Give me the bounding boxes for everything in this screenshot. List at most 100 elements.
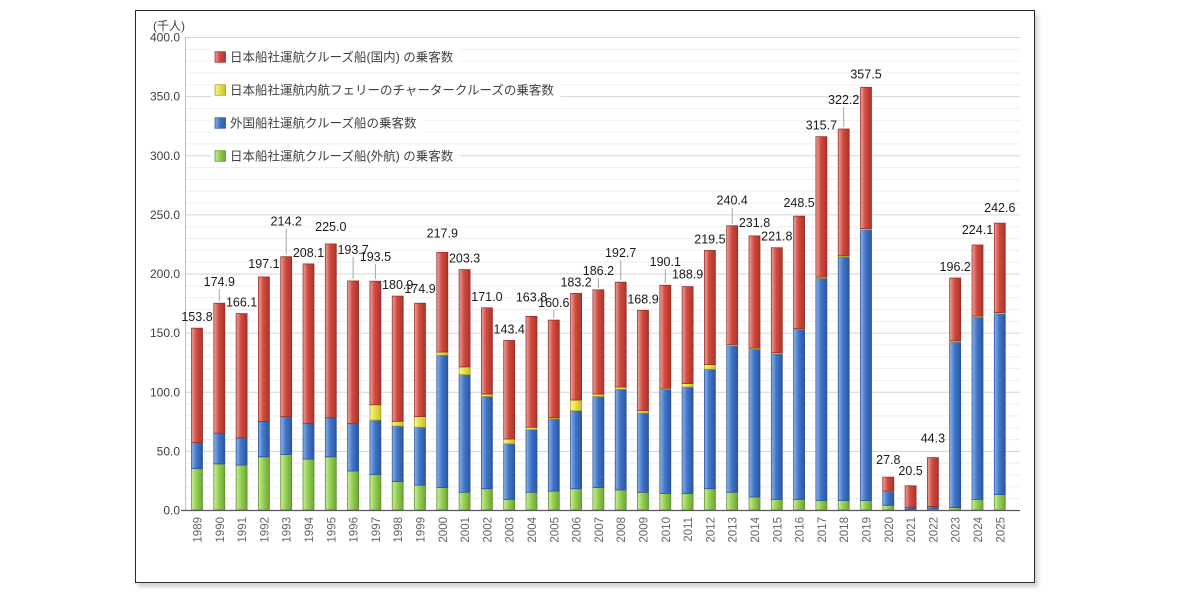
bar-value-label-2002: 171.0 [471, 290, 502, 304]
x-tick-label-1996: 1996 [349, 517, 361, 543]
bar-value-label-1993: 214.2 [271, 215, 302, 229]
bar-segment-2016-green [793, 498, 805, 511]
bar-value-label-2020: 27.8 [876, 453, 900, 467]
legend-label-red: 日本船社運航クルーズ船(国内) の乗客数 [230, 50, 454, 65]
bar-value-label-2019: 357.5 [850, 67, 881, 81]
x-tick-label-2000: 2000 [438, 517, 450, 543]
bar-value-label-1991: 166.1 [226, 296, 257, 310]
x-tick-label-2003: 2003 [505, 517, 517, 543]
bar-segment-2010-blue [659, 389, 672, 494]
bar-segment-1993-blue [280, 416, 293, 455]
x-tick-label-2005: 2005 [549, 517, 561, 543]
bar-segment-1998-green [391, 481, 404, 511]
bar-segment-2003-red [503, 340, 516, 440]
bar-segment-1995-blue [324, 417, 337, 458]
y-tick-label-350.0: 350.0 [150, 90, 180, 104]
bar-segment-2003-yellow [503, 438, 516, 445]
bar-segment-1996-green [347, 470, 359, 511]
legend-label-blue: 外国船社運航クルーズ船の乗客数 [230, 116, 417, 131]
legend-marker-red-icon [214, 51, 226, 63]
bar-segment-1996-blue [347, 423, 359, 472]
bar-segment-2016-red [793, 215, 805, 329]
bar-segment-2011-blue [681, 386, 694, 494]
bar-segment-2002-blue [481, 396, 493, 490]
bar-segment-2024-blue [971, 316, 984, 500]
y-tick-label-150.0: 150.0 [150, 326, 180, 340]
bar-segment-2014-blue [748, 348, 761, 498]
bar-segment-1991-green [235, 464, 248, 511]
bar-value-label-2023: 196.2 [940, 260, 971, 274]
legend-item-red: 日本船社運航クルーズ船(国内) の乗客数 [211, 47, 460, 67]
bar-segment-1993-green [280, 454, 293, 511]
x-tick-label-2025: 2025 [995, 517, 1007, 543]
x-tick-label-2001: 2001 [460, 517, 472, 543]
bar-segment-2009-blue [637, 412, 649, 493]
legend-item-background [211, 80, 561, 100]
bar-segment-2014-green [748, 496, 761, 511]
x-tick-label-2022: 2022 [928, 517, 940, 543]
bar-segment-2010-green [659, 493, 672, 511]
x-tick-label-1992: 1992 [259, 517, 271, 543]
bar-value-label-2004: 163.8 [516, 290, 547, 304]
x-tick-label-1994: 1994 [304, 516, 316, 542]
bar-segment-2019-green [860, 500, 872, 511]
bar-value-label-2024: 224.1 [962, 223, 993, 237]
x-tick-label-2008: 2008 [616, 517, 628, 543]
bar-segment-2013-green [726, 491, 739, 511]
bar-segment-1997-green [369, 474, 382, 511]
bar-segment-2017-green [815, 500, 828, 511]
bar-segment-2000-green [436, 487, 449, 511]
bar-segment-2023-blue [949, 341, 962, 509]
bar-segment-2009-red [637, 309, 649, 412]
bar-value-label-2010: 190.1 [650, 255, 681, 269]
bar-segment-2013-blue [726, 345, 739, 493]
bar-value-label-2016: 248.5 [783, 196, 814, 210]
bar-segment-2022-red [927, 457, 939, 507]
bar-segment-2003-green [503, 498, 516, 511]
bar-segment-1999-blue [414, 426, 426, 486]
bar-segment-1994-red [302, 263, 315, 425]
bar-value-label-1997: 193.5 [360, 250, 391, 264]
bar-segment-2006-red [570, 292, 582, 401]
x-tick-label-1997: 1997 [371, 517, 383, 543]
x-tick-label-2020: 2020 [884, 517, 896, 543]
bar-segment-1995-green [324, 456, 337, 511]
x-tick-label-1989: 1989 [193, 517, 205, 543]
bar-value-label-2003: 143.4 [494, 322, 525, 336]
bar-segment-2021-red [904, 485, 917, 509]
bar-segment-2003-blue [503, 443, 516, 500]
bar-segment-2004-blue [525, 429, 538, 493]
x-tick-label-2016: 2016 [795, 517, 807, 543]
bar-segment-2020-red [882, 476, 895, 492]
legend-item-green: 日本船社運航クルーズ船(外航) の乗客数 [211, 146, 460, 166]
y-tick-label-100.0: 100.0 [150, 385, 180, 399]
bar-value-label-2015: 221.8 [761, 230, 792, 244]
bar-segment-1994-green [302, 458, 315, 511]
bar-segment-2010-red [659, 284, 672, 389]
bar-segment-1992-green [258, 456, 270, 511]
bar-segment-2020-blue [882, 491, 895, 506]
bar-segment-2019-red [860, 86, 872, 229]
bar-value-label-1999: 174.9 [404, 282, 435, 296]
bar-segment-2024-red [971, 244, 984, 317]
bar-segment-2002-red [481, 307, 493, 395]
bar-segment-2025-green [993, 494, 1006, 511]
legend-item-blue: 外国船社運航クルーズ船の乗客数 [211, 113, 424, 133]
bar-segment-2012-blue [704, 368, 716, 490]
bar-segment-2005-blue [547, 418, 560, 492]
legend: 日本船社運航クルーズ船(国内) の乗客数日本船社運航内航フェリーのチャータークル… [211, 47, 561, 166]
bar-segment-1999-red [414, 302, 426, 417]
bar-segment-2001-red [458, 269, 471, 368]
x-tick-label-1990: 1990 [215, 517, 227, 543]
bar-value-label-2006: 183.2 [560, 275, 591, 289]
bar-segment-2024-green [971, 498, 984, 511]
chart-frame: 0.0 50.0 100.0 150.0 200.0 250.0 300.0 350.0 400… [135, 10, 1035, 583]
bar-segment-2001-blue [458, 374, 471, 493]
bar-segment-2018-green [837, 500, 850, 511]
bar-segment-1999-green [414, 484, 426, 511]
bar-segment-2005-red [547, 319, 560, 419]
legend-marker-blue-icon [214, 117, 226, 129]
x-tick-label-1999: 1999 [416, 517, 428, 543]
x-tick-label-2013: 2013 [728, 517, 740, 543]
